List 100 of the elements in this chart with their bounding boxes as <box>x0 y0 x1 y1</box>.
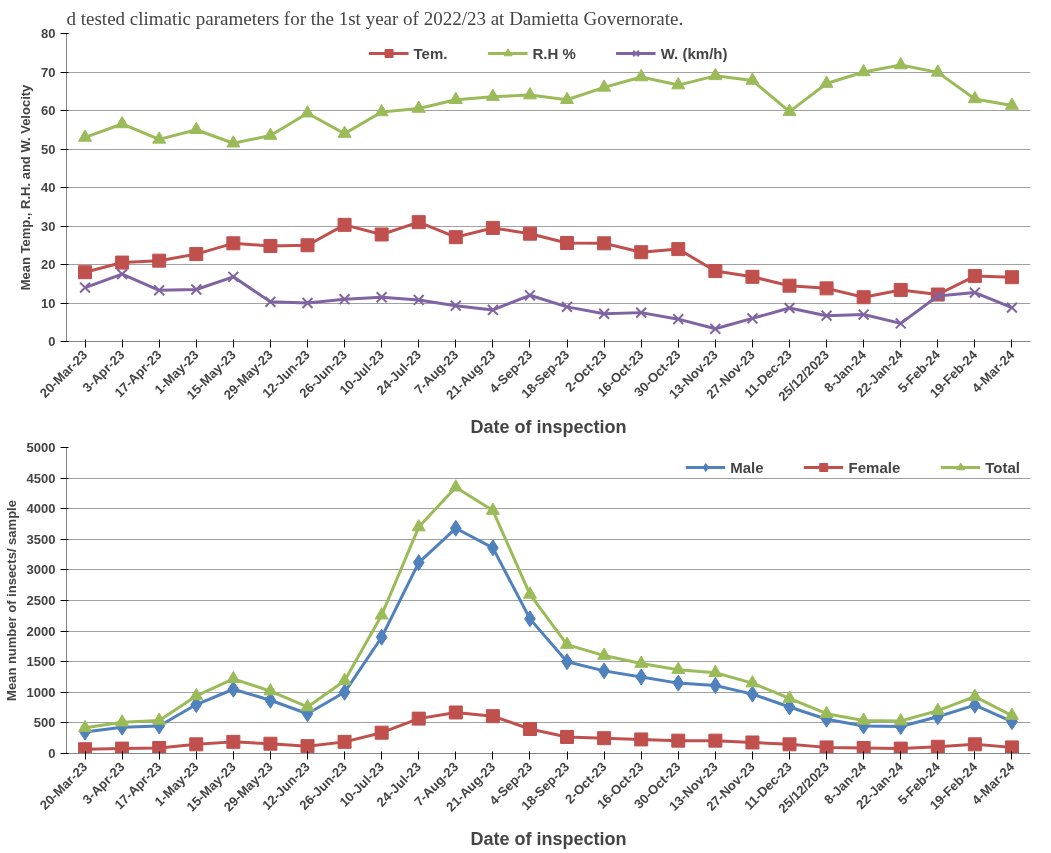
y-tick-label: 1500 <box>26 654 56 670</box>
point <box>448 479 463 492</box>
x-axis-title: Date of inspection <box>470 417 627 438</box>
legend-label: Female <box>848 458 901 476</box>
point <box>1006 301 1018 314</box>
point <box>782 737 797 752</box>
point <box>411 711 426 726</box>
point <box>78 742 93 754</box>
point <box>78 129 93 142</box>
legend-label: Male <box>730 458 764 476</box>
point <box>449 519 462 537</box>
point <box>597 647 612 660</box>
y-tick-label: 30 <box>41 218 56 234</box>
point <box>1004 97 1019 110</box>
y-tick-label: 70 <box>41 64 56 80</box>
point <box>709 677 722 695</box>
point <box>264 295 277 308</box>
point <box>522 586 537 599</box>
point <box>153 284 166 297</box>
point <box>783 302 796 314</box>
point <box>411 519 426 532</box>
point <box>745 72 760 85</box>
point <box>782 278 797 293</box>
point <box>374 104 389 117</box>
point <box>411 100 426 113</box>
text: d tested climatic parameters for the 1st year of 2022/23 at Damietta Governorate. <box>66 7 684 29</box>
point <box>152 712 167 725</box>
point <box>115 115 130 129</box>
y-tick-label: 4500 <box>26 470 56 486</box>
y-tick-label: 5000 <box>26 440 56 455</box>
point <box>820 309 833 322</box>
point <box>1004 740 1019 754</box>
y-axis-title: Mean number of insects/ sample <box>3 500 19 701</box>
point <box>745 735 760 750</box>
point <box>857 308 870 321</box>
point <box>967 269 982 284</box>
point <box>227 680 240 698</box>
y-tick-label: 2500 <box>26 593 56 608</box>
point <box>967 737 982 752</box>
point <box>597 79 612 92</box>
point <box>522 722 537 737</box>
point <box>300 698 315 712</box>
point <box>671 242 686 257</box>
point <box>930 702 945 715</box>
y-tick-label: 50 <box>41 141 56 157</box>
point <box>337 734 352 749</box>
y-tick-label: 3000 <box>26 562 56 578</box>
point <box>856 290 871 305</box>
y-tick-label: 60 <box>41 103 56 118</box>
point <box>485 502 500 515</box>
y-tick-label: 10 <box>41 295 56 311</box>
point <box>411 215 426 230</box>
point <box>598 307 611 320</box>
point <box>893 713 908 726</box>
point <box>671 733 686 748</box>
point <box>708 67 723 81</box>
point <box>819 740 834 754</box>
point <box>708 664 723 677</box>
point <box>115 741 130 754</box>
point <box>819 281 834 296</box>
point <box>1004 270 1019 285</box>
y-axis-title: Mean Temp., R.H. and W. Velocity <box>18 83 34 291</box>
point <box>782 690 797 703</box>
point <box>819 75 834 88</box>
point <box>226 135 241 148</box>
y-tick-label: 40 <box>41 180 56 195</box>
point <box>263 239 278 254</box>
point <box>930 739 945 754</box>
point <box>746 685 759 703</box>
point <box>300 238 315 253</box>
point <box>708 264 723 279</box>
point <box>78 719 93 733</box>
point <box>189 121 204 134</box>
point <box>375 291 388 304</box>
legend-label: Tem. <box>413 44 448 62</box>
point <box>449 299 462 312</box>
point <box>709 322 722 335</box>
point <box>522 226 537 241</box>
y-tick-label: 500 <box>33 715 56 731</box>
point <box>967 688 982 701</box>
point <box>856 740 871 754</box>
point <box>782 103 797 116</box>
point <box>116 268 129 281</box>
point <box>115 714 130 727</box>
point <box>560 91 575 104</box>
point <box>412 293 425 306</box>
point <box>338 293 351 306</box>
point <box>597 731 612 746</box>
point <box>893 57 908 70</box>
point <box>893 282 908 297</box>
point <box>226 734 241 749</box>
point <box>560 729 575 744</box>
point <box>967 90 982 104</box>
point <box>634 732 649 747</box>
point <box>79 281 91 294</box>
point <box>115 255 130 270</box>
point <box>634 245 649 260</box>
point <box>226 670 241 684</box>
point <box>634 69 649 82</box>
point <box>337 125 352 138</box>
